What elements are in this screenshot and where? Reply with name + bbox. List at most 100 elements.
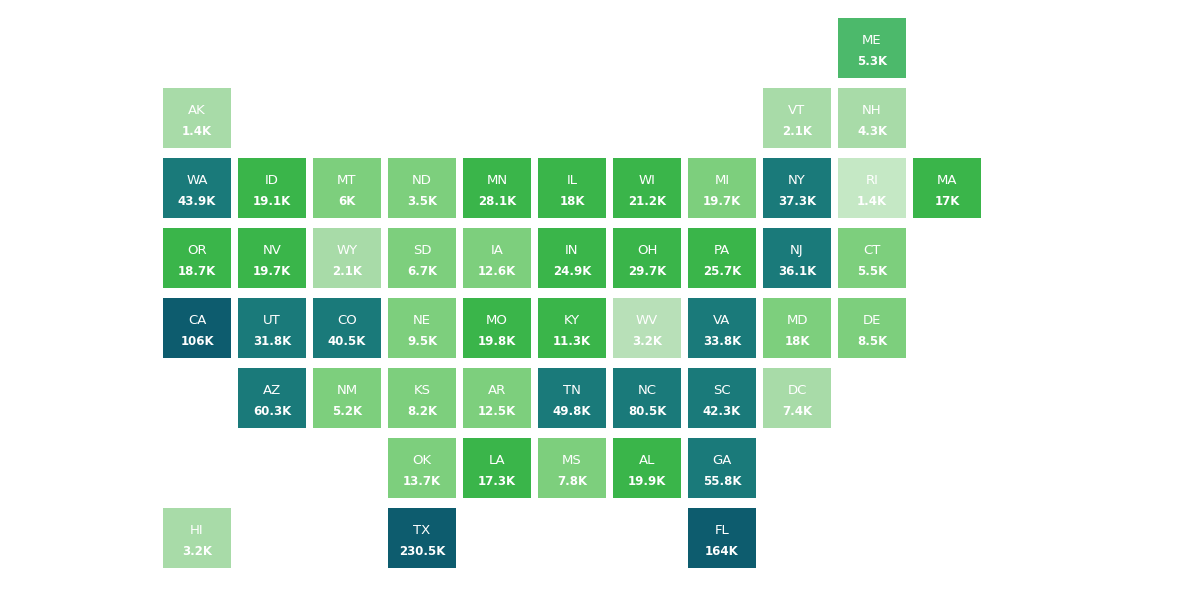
FancyBboxPatch shape — [464, 438, 531, 498]
Text: 18K: 18K — [784, 335, 809, 348]
Text: 1.4K: 1.4K — [858, 195, 888, 208]
Text: 40.5K: 40.5K — [328, 335, 366, 348]
Text: AR: AR — [488, 383, 506, 397]
Text: 6.7K: 6.7K — [407, 264, 437, 278]
FancyBboxPatch shape — [763, 298, 831, 358]
Text: SD: SD — [413, 243, 431, 257]
FancyBboxPatch shape — [613, 368, 681, 428]
FancyBboxPatch shape — [613, 228, 681, 288]
FancyBboxPatch shape — [613, 298, 681, 358]
Text: 3.2K: 3.2K — [183, 545, 213, 558]
Text: 12.6K: 12.6K — [478, 264, 516, 278]
Text: 5.5K: 5.5K — [856, 264, 888, 278]
Text: 230.5K: 230.5K — [399, 545, 446, 558]
FancyBboxPatch shape — [163, 508, 231, 568]
Text: 24.9K: 24.9K — [552, 264, 591, 278]
Text: 49.8K: 49.8K — [552, 404, 591, 418]
FancyBboxPatch shape — [313, 158, 381, 218]
Text: WY: WY — [336, 243, 358, 257]
FancyBboxPatch shape — [763, 88, 831, 148]
FancyBboxPatch shape — [313, 298, 381, 358]
Text: MS: MS — [562, 454, 581, 467]
FancyBboxPatch shape — [838, 88, 906, 148]
Text: OH: OH — [637, 243, 657, 257]
Text: 19.7K: 19.7K — [253, 264, 291, 278]
Text: MO: MO — [486, 314, 508, 327]
Text: TX: TX — [413, 523, 431, 537]
Text: NH: NH — [862, 104, 882, 117]
FancyBboxPatch shape — [913, 158, 981, 218]
FancyBboxPatch shape — [163, 228, 231, 288]
FancyBboxPatch shape — [163, 88, 231, 148]
Text: 55.8K: 55.8K — [703, 475, 741, 487]
Text: 42.3K: 42.3K — [703, 404, 741, 418]
Text: 8.2K: 8.2K — [407, 404, 437, 418]
Text: 31.8K: 31.8K — [253, 335, 291, 348]
Text: KS: KS — [413, 383, 430, 397]
Text: DE: DE — [862, 314, 882, 327]
Text: 1.4K: 1.4K — [181, 124, 213, 138]
FancyBboxPatch shape — [388, 158, 456, 218]
Text: RI: RI — [866, 174, 878, 187]
Text: TN: TN — [563, 383, 581, 397]
FancyBboxPatch shape — [163, 298, 231, 358]
Text: KY: KY — [564, 314, 580, 327]
Text: 37.3K: 37.3K — [778, 195, 815, 208]
FancyBboxPatch shape — [388, 228, 456, 288]
FancyBboxPatch shape — [538, 298, 607, 358]
Text: NY: NY — [788, 174, 806, 187]
Text: 7.8K: 7.8K — [557, 475, 587, 487]
Text: 106K: 106K — [180, 335, 214, 348]
Text: IN: IN — [566, 243, 579, 257]
Text: ID: ID — [265, 174, 279, 187]
Text: 3.5K: 3.5K — [407, 195, 437, 208]
FancyBboxPatch shape — [763, 368, 831, 428]
Text: AZ: AZ — [263, 383, 281, 397]
FancyBboxPatch shape — [538, 438, 607, 498]
FancyBboxPatch shape — [688, 158, 755, 218]
Text: 9.5K: 9.5K — [407, 335, 437, 348]
Text: OR: OR — [187, 243, 207, 257]
Text: NV: NV — [263, 243, 281, 257]
Text: IL: IL — [567, 174, 578, 187]
Text: 43.9K: 43.9K — [178, 195, 216, 208]
Text: LA: LA — [489, 454, 506, 467]
Text: 17.3K: 17.3K — [478, 475, 516, 487]
Text: 25.7K: 25.7K — [703, 264, 741, 278]
FancyBboxPatch shape — [313, 228, 381, 288]
Text: 4.3K: 4.3K — [858, 124, 888, 138]
Text: 18.7K: 18.7K — [178, 264, 216, 278]
FancyBboxPatch shape — [763, 228, 831, 288]
Text: NE: NE — [413, 314, 431, 327]
FancyBboxPatch shape — [163, 158, 231, 218]
Text: VA: VA — [713, 314, 730, 327]
FancyBboxPatch shape — [763, 158, 831, 218]
Text: 28.1K: 28.1K — [478, 195, 516, 208]
FancyBboxPatch shape — [464, 298, 531, 358]
FancyBboxPatch shape — [464, 368, 531, 428]
FancyBboxPatch shape — [313, 368, 381, 428]
Text: FL: FL — [715, 523, 729, 537]
FancyBboxPatch shape — [688, 438, 755, 498]
FancyBboxPatch shape — [838, 228, 906, 288]
Text: WI: WI — [639, 174, 656, 187]
Text: WA: WA — [186, 174, 208, 187]
FancyBboxPatch shape — [464, 158, 531, 218]
Text: NM: NM — [336, 383, 358, 397]
Text: ND: ND — [412, 174, 432, 187]
Text: WV: WV — [635, 314, 658, 327]
Text: 8.5K: 8.5K — [856, 335, 888, 348]
Text: NC: NC — [638, 383, 657, 397]
Text: IA: IA — [490, 243, 503, 257]
Text: PA: PA — [713, 243, 730, 257]
FancyBboxPatch shape — [388, 508, 456, 568]
Text: 21.2K: 21.2K — [628, 195, 667, 208]
Text: 29.7K: 29.7K — [628, 264, 667, 278]
Text: 13.7K: 13.7K — [404, 475, 441, 487]
Text: 19.8K: 19.8K — [478, 335, 516, 348]
Text: MA: MA — [937, 174, 957, 187]
FancyBboxPatch shape — [538, 158, 607, 218]
Text: ME: ME — [862, 34, 882, 47]
FancyBboxPatch shape — [238, 298, 306, 358]
FancyBboxPatch shape — [238, 158, 306, 218]
